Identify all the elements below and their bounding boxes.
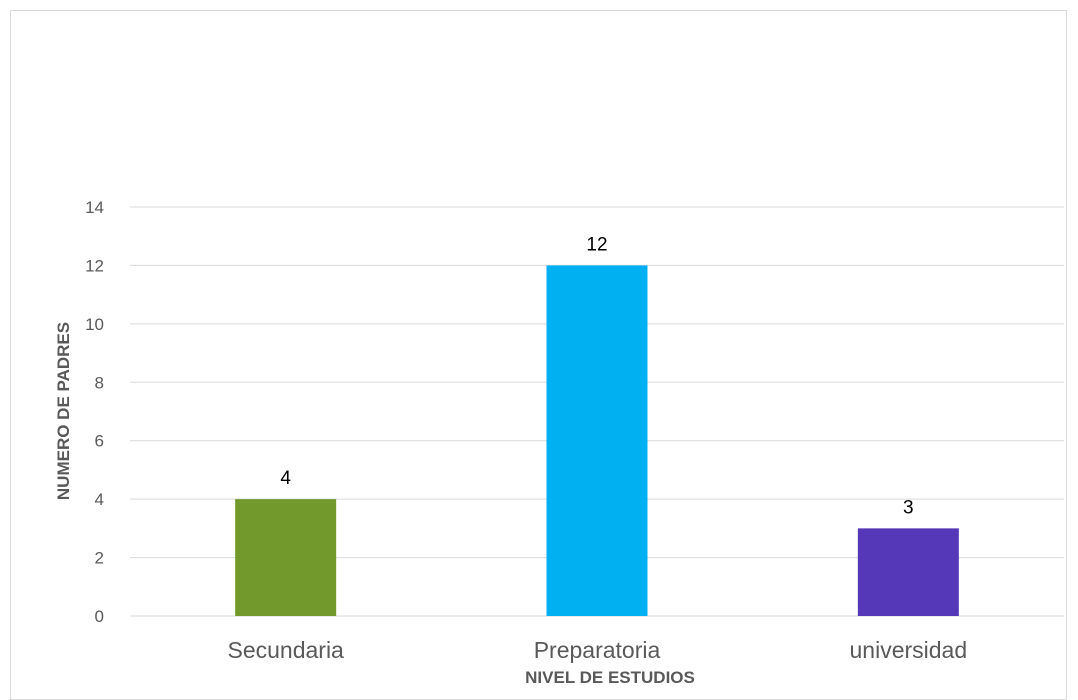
- y-tick-label: 0: [95, 607, 104, 626]
- bar: [235, 499, 337, 616]
- bar: [857, 528, 959, 616]
- x-axis-categories: Secundaria Preparatoria universidad: [227, 637, 967, 663]
- y-tick-label: 4: [95, 490, 104, 509]
- y-tick-label: 14: [85, 198, 104, 217]
- data-label: 4: [280, 468, 291, 489]
- y-tick-label: 12: [85, 256, 104, 275]
- bar: [546, 265, 648, 616]
- y-tick-label: 8: [95, 373, 104, 392]
- y-tick-label: 2: [95, 549, 104, 568]
- x-category-label: universidad: [850, 637, 968, 663]
- data-labels: 4 12 3: [280, 234, 913, 518]
- x-axis-title: NIVEL DE ESTUDIOS: [525, 668, 695, 687]
- y-axis-ticks: 0 2 4 6 8 10 12 14: [85, 198, 104, 626]
- data-label: 3: [903, 497, 914, 518]
- y-tick-label: 10: [85, 315, 104, 334]
- x-category-label: Secundaria: [227, 637, 344, 663]
- data-label: 12: [586, 234, 607, 255]
- y-tick-label: 6: [95, 432, 104, 451]
- x-category-label: Preparatoria: [534, 637, 661, 663]
- y-axis-title: NUMERO DE PADRES: [54, 322, 73, 500]
- bars: [235, 265, 959, 616]
